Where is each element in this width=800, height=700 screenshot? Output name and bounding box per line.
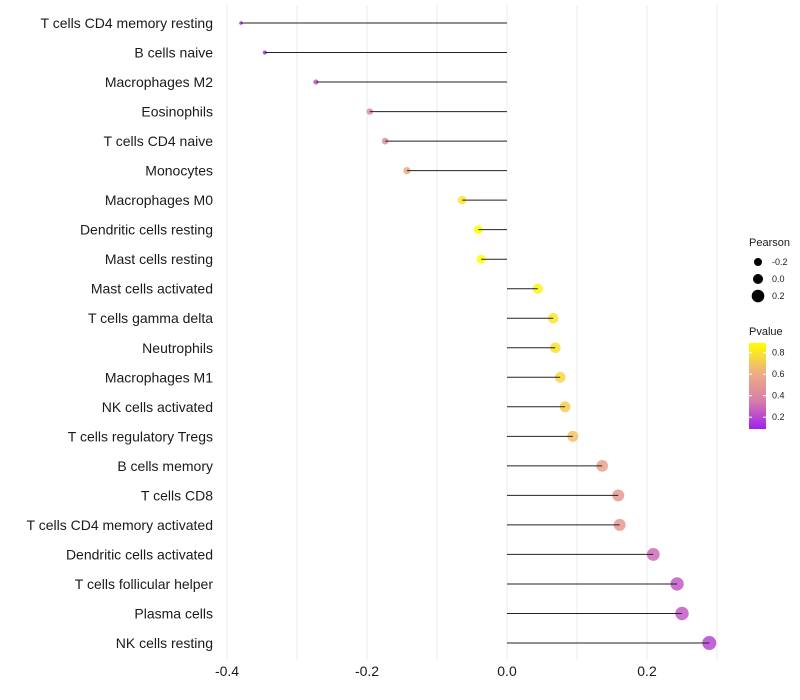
y-category-label: NK cells activated [102,399,213,415]
y-category-label: B cells memory [117,458,213,474]
color-legend-label: 0.6 [772,369,785,379]
y-category-label: T cells follicular helper [75,576,214,592]
y-category-label: T cells CD8 [141,487,213,503]
color-legend-title: Pvalue [749,326,783,338]
y-category-label: Neutrophils [142,340,213,356]
lollipop-point [313,79,319,85]
y-category-label: Macrophages M1 [105,369,213,385]
y-category-label: T cells CD4 naive [104,133,214,149]
y-category-label: Macrophages M0 [105,192,213,208]
color-legend-label: 0.8 [772,348,785,358]
y-category-label: Mast cells activated [91,281,213,297]
y-category-label: Macrophages M2 [105,74,213,90]
y-category-label: Dendritic cells activated [66,546,213,562]
color-legend-label: 0.4 [772,391,785,401]
color-legend-label: 0.2 [772,412,785,422]
x-tick-label: 0.2 [637,663,657,679]
y-category-label: Plasma cells [134,605,213,621]
y-category-label: NK cells resting [116,635,213,651]
size-legend-label: 0.0 [772,274,785,284]
y-category-label: B cells naive [134,45,213,61]
size-legend-dot [753,274,763,284]
x-tick-label: -0.2 [355,663,379,679]
lollipop-point [613,518,626,531]
y-category-label: T cells regulatory Tregs [68,428,213,444]
lollipop-point [532,283,543,294]
size-legend-dot [754,258,762,266]
size-legend-dot [751,289,765,303]
y-category-label: T cells gamma delta [88,310,213,326]
x-tick-label: -0.4 [215,663,239,679]
y-category-label: T cells CD4 memory resting [41,15,213,31]
y-category-label: Dendritic cells resting [80,222,213,238]
size-legend-title: Pearson [749,237,790,249]
y-category-label: Mast cells resting [105,251,213,267]
y-category-label: Monocytes [145,163,213,179]
x-tick-label: 0.0 [497,663,517,679]
size-legend-label: 0.2 [772,291,785,301]
size-legend-label: -0.2 [772,257,788,267]
y-category-label: Eosinophils [141,104,213,120]
color-legend-bar [749,343,766,429]
y-category-label: T cells CD4 memory activated [27,517,213,533]
